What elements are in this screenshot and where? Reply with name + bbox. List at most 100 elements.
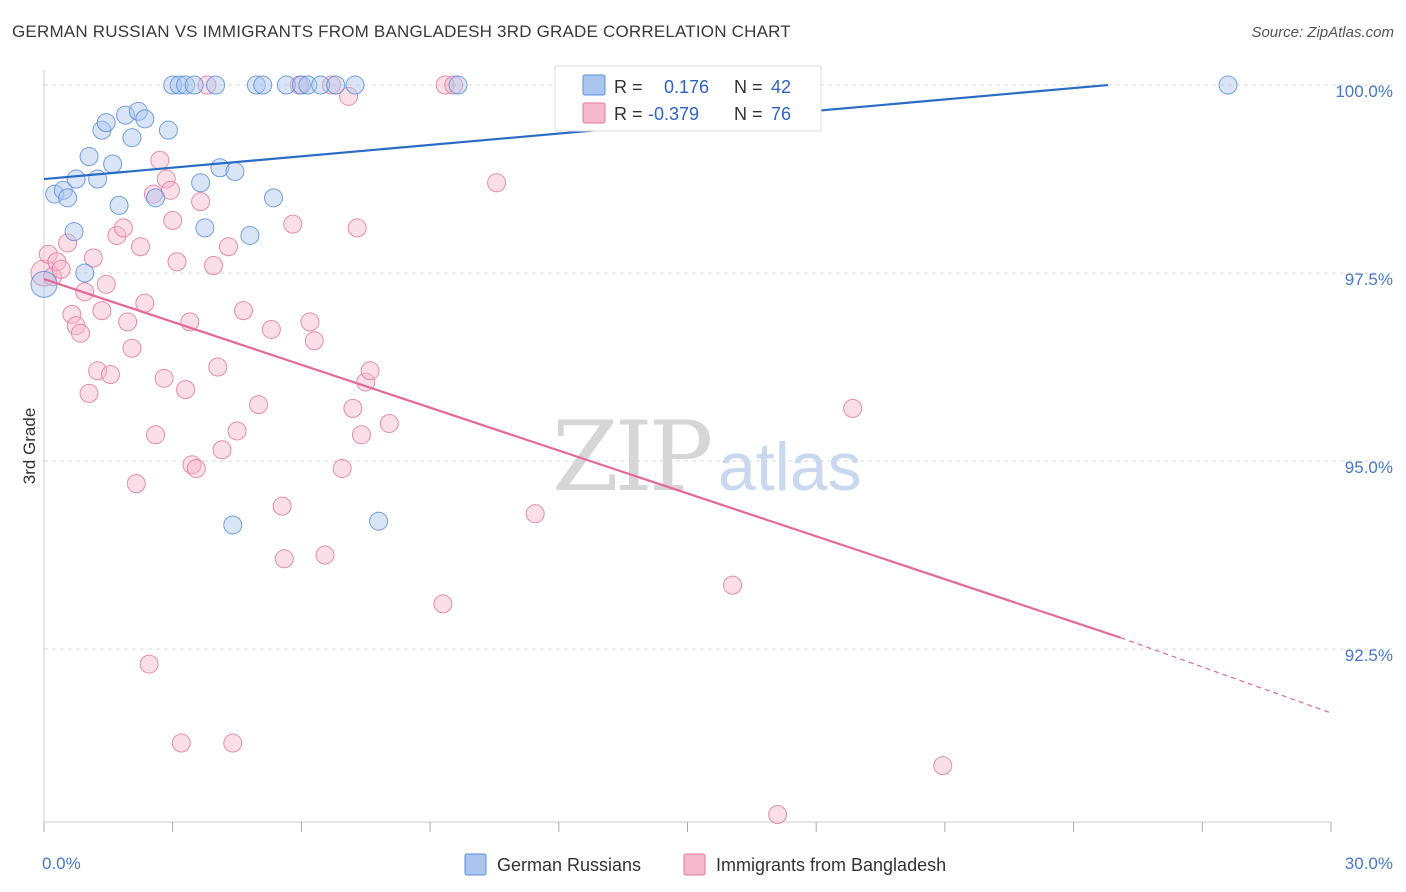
blue-point-42: [1218, 75, 1238, 95]
blue-point-4: [64, 222, 84, 242]
blue-point-13: [116, 105, 136, 125]
pink-point-37: [191, 192, 211, 212]
pink-point-26: [150, 150, 170, 170]
pink-point-10: [79, 383, 99, 403]
pink-point-25: [146, 425, 166, 445]
blue-point-37: [326, 75, 346, 95]
pink-point-55: [321, 75, 341, 95]
x-tick-label-min: 0.0%: [42, 854, 81, 873]
legend-n-label-pink: N =: [734, 104, 763, 124]
legend-r-value-pink: -0.379: [648, 104, 699, 124]
pink-point-16: [107, 225, 127, 245]
legend-r-label-pink: R =: [614, 104, 643, 124]
x-tick-label-max: 30.0%: [1345, 854, 1393, 873]
legend-r-label-blue: R =: [614, 77, 643, 97]
source-label: Source: ZipAtlas.com: [1251, 24, 1394, 41]
blue-point-23: [191, 173, 211, 193]
pink-point-40: [208, 357, 228, 377]
pink-point-11: [83, 248, 103, 268]
bottom-legend-swatch-blue: [464, 853, 487, 876]
pink-point-28: [156, 169, 176, 189]
pink-point-70: [768, 804, 788, 824]
y-tick-label-0: 92.5%: [1345, 646, 1393, 665]
pink-point-31: [167, 252, 187, 272]
pink-point-58: [343, 398, 363, 418]
series-bangladesh-points: [30, 75, 953, 824]
trend-line-bangladesh-extrapolated: [1120, 637, 1332, 714]
pink-point-27: [154, 368, 174, 388]
blue-point-38: [345, 75, 365, 95]
pink-point-67: [487, 173, 507, 193]
blue-point-17: [146, 188, 166, 208]
legend-n-label-blue: N =: [734, 77, 763, 97]
watermark-atlas: atlas: [718, 429, 862, 505]
pink-point-48: [272, 496, 292, 516]
pink-point-33: [176, 380, 196, 400]
trend-lines: [43, 83, 1332, 714]
y-tick-labels: 92.5% 95.0% 97.5% 100.0%: [1335, 82, 1393, 665]
pink-point-41: [212, 440, 232, 460]
pink-point-72: [933, 756, 953, 776]
blue-point-15: [128, 101, 148, 121]
y-tick-label-1: 95.0%: [1345, 458, 1393, 477]
y-axis-label: 3rd Grade: [20, 408, 39, 485]
y-tick-label-2: 97.5%: [1345, 270, 1393, 289]
blue-point-5: [66, 169, 86, 189]
chart-title: GERMAN RUSSIAN VS IMMIGRANTS FROM BANGLA…: [12, 22, 791, 41]
pink-point-18: [118, 312, 138, 332]
pink-point-49: [274, 549, 294, 569]
blue-point-12: [109, 195, 129, 215]
pink-point-69: [723, 575, 743, 595]
pink-point-45: [233, 301, 253, 321]
pink-point-21: [131, 237, 151, 257]
pink-point-32: [171, 733, 191, 753]
pink-point-71: [843, 398, 863, 418]
pink-point-63: [379, 413, 399, 433]
pink-point-59: [347, 218, 367, 238]
y-tick-label-3: 100.0%: [1335, 82, 1393, 101]
pink-point-30: [163, 210, 183, 230]
legend-box: R = 0.176 N = 42 R = -0.379 N = 76: [554, 65, 822, 132]
pink-point-17: [113, 218, 133, 238]
pink-point-44: [227, 421, 247, 441]
blue-point-11: [103, 154, 123, 174]
blue-point-3: [58, 188, 78, 208]
blue-point-34: [291, 75, 311, 95]
legend-n-value-pink: 76: [771, 104, 791, 124]
blue-point-10: [96, 113, 116, 133]
bottom-legend-german-russians: German Russians: [497, 855, 641, 875]
axes: [43, 70, 1332, 832]
blue-point-33: [276, 75, 296, 95]
blue-point-6: [75, 263, 95, 283]
blue-point-40: [448, 75, 468, 95]
bottom-legend: German Russians Immigrants from Banglade…: [464, 853, 946, 876]
pink-point-19: [122, 338, 142, 358]
pink-point-6: [62, 304, 82, 324]
pink-point-52: [300, 312, 320, 332]
pink-point-47: [261, 319, 281, 339]
pink-point-14: [96, 274, 116, 294]
pink-point-29: [161, 180, 181, 200]
blue-point-20: [169, 75, 189, 95]
legend-swatch-blue: [582, 74, 606, 96]
pink-point-42: [218, 237, 238, 257]
pink-point-64: [433, 594, 453, 614]
blue-point-25: [206, 75, 226, 95]
pink-point-53: [304, 331, 324, 351]
legend-r-value-blue: 0.176: [664, 77, 709, 97]
pink-point-46: [249, 395, 268, 415]
blue-point-30: [246, 75, 266, 95]
pink-point-23: [139, 654, 159, 674]
trend-line-bangladesh: [43, 278, 1122, 639]
trend-line-german-russians: [43, 83, 1109, 181]
blue-point-27: [225, 162, 245, 182]
pink-point-57: [339, 86, 359, 106]
blue-point-14: [122, 128, 142, 148]
x-tick-labels: 0.0% 30.0%: [42, 854, 1393, 873]
pink-point-60: [351, 425, 371, 445]
blue-point-31: [253, 75, 273, 95]
pink-point-36: [186, 459, 206, 479]
bottom-legend-bangladesh: Immigrants from Bangladesh: [716, 855, 946, 875]
legend-swatch-pink: [582, 102, 606, 124]
pink-point-8: [70, 323, 90, 343]
